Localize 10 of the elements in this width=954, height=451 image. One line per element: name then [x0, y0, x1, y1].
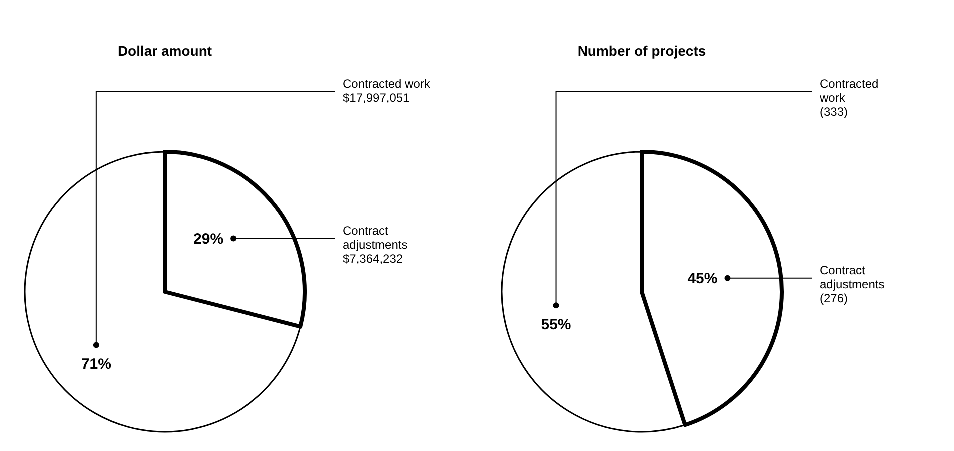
data-label: 71% [81, 356, 112, 374]
slice-label: Contract adjustments $7,364,232 [343, 224, 408, 266]
slice-label: Contract adjustments (276) [820, 263, 885, 306]
chart-title: Dollar amount [118, 43, 212, 59]
data-label: 29% [194, 230, 224, 248]
data-label: 45% [688, 270, 718, 288]
slice-label: Contracted work $17,997,051 [343, 77, 432, 105]
data-label: 55% [541, 316, 572, 334]
chart-title: Number of projects [578, 43, 706, 59]
slice-label: Contracted work (333) [819, 77, 879, 119]
